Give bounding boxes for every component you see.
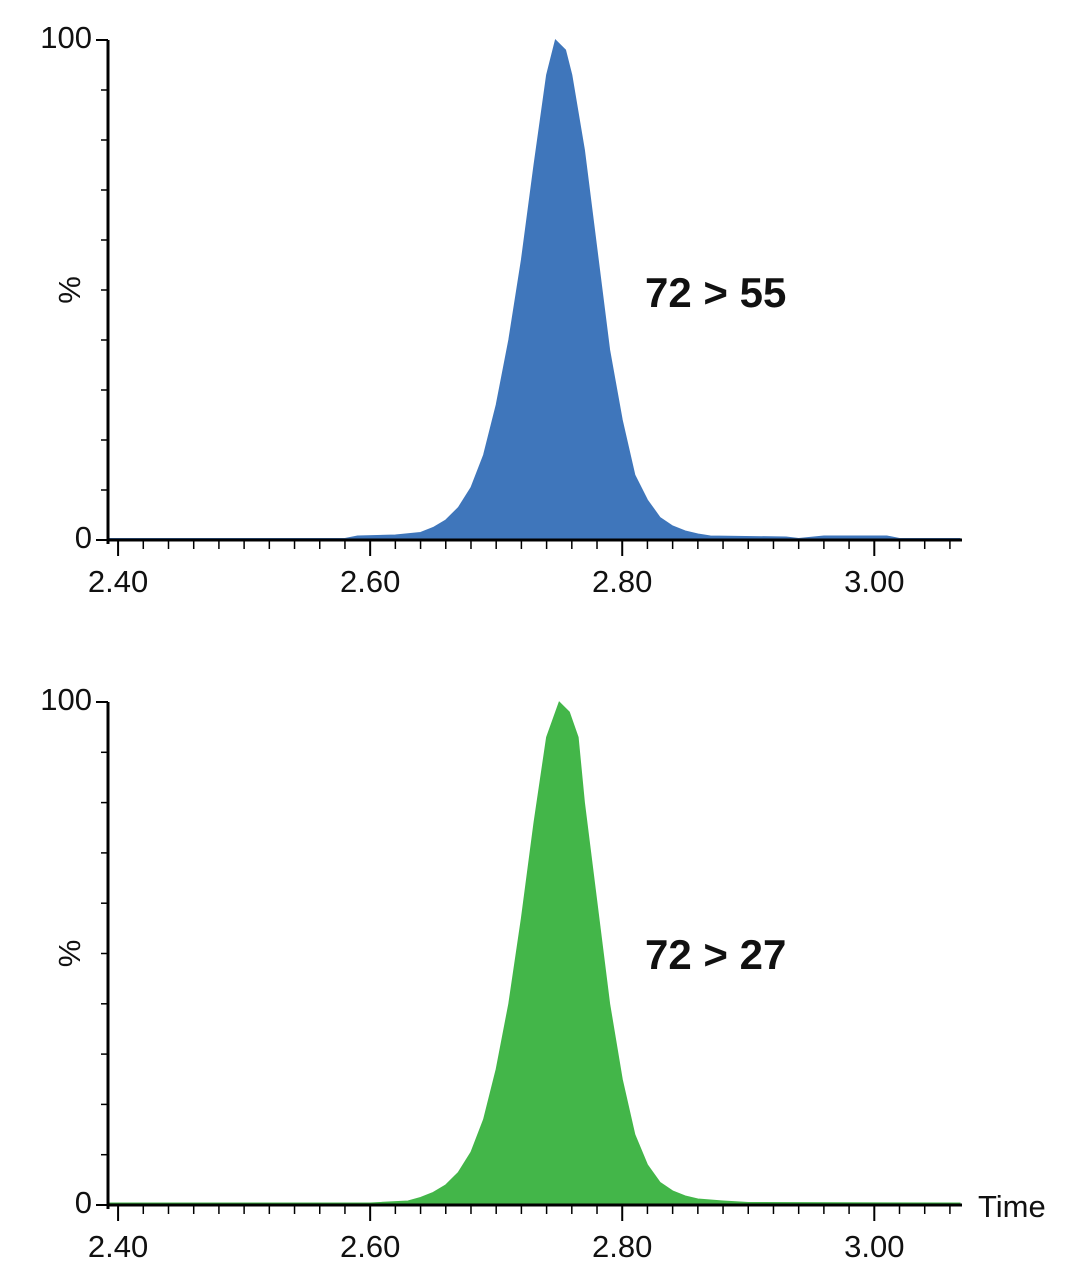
area bbox=[107, 39, 961, 541]
y-tick-label: 0 bbox=[75, 1185, 92, 1220]
x-tick-label: 2.80 bbox=[592, 1229, 652, 1264]
x-tick-label: 2.40 bbox=[88, 564, 148, 599]
x-tick-label: 2.60 bbox=[340, 1229, 400, 1264]
x-tick-label: 2.80 bbox=[592, 564, 652, 599]
x-tick-label: 3.00 bbox=[844, 1229, 904, 1264]
y-tick-label: 100 bbox=[40, 20, 92, 55]
area bbox=[107, 701, 961, 1206]
x-tick-label: 2.40 bbox=[88, 1229, 148, 1264]
y-tick-label: 100 bbox=[40, 682, 92, 717]
y-axis-label: % bbox=[52, 940, 87, 968]
y-axis-label: % bbox=[52, 276, 87, 304]
annotation: 72 > 27 bbox=[645, 931, 786, 978]
x-axis-label: Time bbox=[978, 1189, 1046, 1224]
y-tick-label: 0 bbox=[75, 520, 92, 555]
x-tick-label: 2.60 bbox=[340, 564, 400, 599]
x-tick-label: 3.00 bbox=[844, 564, 904, 599]
annotation: 72 > 55 bbox=[645, 269, 786, 316]
